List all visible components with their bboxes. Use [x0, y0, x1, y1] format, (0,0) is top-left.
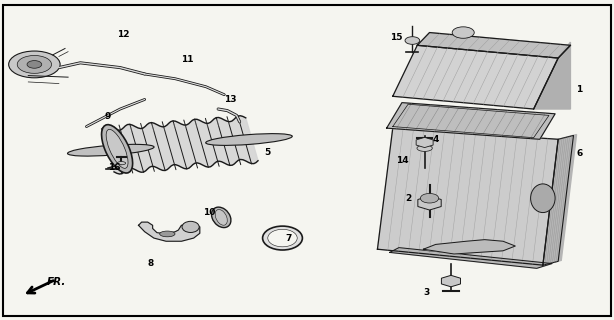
Text: 7: 7	[286, 234, 292, 243]
Polygon shape	[387, 103, 555, 139]
Polygon shape	[390, 248, 552, 268]
Text: 2: 2	[405, 194, 411, 203]
Circle shape	[27, 60, 42, 68]
Ellipse shape	[68, 144, 154, 156]
Text: 8: 8	[147, 259, 154, 268]
Polygon shape	[534, 42, 570, 109]
Circle shape	[405, 37, 420, 44]
Ellipse shape	[215, 210, 227, 225]
Ellipse shape	[101, 125, 133, 173]
Polygon shape	[418, 33, 570, 58]
Ellipse shape	[263, 226, 303, 250]
Polygon shape	[378, 128, 558, 265]
Polygon shape	[139, 222, 200, 241]
Ellipse shape	[182, 221, 199, 233]
Polygon shape	[102, 116, 258, 174]
Text: 4: 4	[432, 135, 439, 144]
Text: 1: 1	[577, 85, 583, 94]
Ellipse shape	[160, 231, 175, 237]
Circle shape	[17, 55, 52, 73]
Polygon shape	[393, 45, 558, 109]
Circle shape	[9, 51, 60, 78]
Text: 13: 13	[224, 95, 236, 104]
Text: 3: 3	[423, 288, 430, 297]
Text: 16: 16	[108, 164, 120, 172]
Text: 9: 9	[105, 113, 111, 122]
Ellipse shape	[106, 129, 128, 168]
Text: 5: 5	[264, 148, 270, 156]
Text: 14: 14	[395, 156, 408, 164]
Ellipse shape	[117, 162, 126, 165]
Text: 10: 10	[203, 208, 215, 217]
Polygon shape	[543, 134, 577, 265]
Text: 11: 11	[181, 55, 194, 64]
Ellipse shape	[417, 145, 432, 151]
Text: 15: 15	[389, 33, 402, 42]
Text: 6: 6	[577, 149, 583, 158]
Polygon shape	[424, 240, 515, 254]
Ellipse shape	[206, 134, 292, 145]
Circle shape	[421, 194, 439, 203]
Ellipse shape	[530, 184, 555, 212]
Text: FR.: FR.	[47, 277, 66, 287]
Text: 12: 12	[117, 30, 130, 39]
Circle shape	[452, 27, 474, 38]
Ellipse shape	[212, 207, 231, 228]
Ellipse shape	[268, 229, 297, 247]
